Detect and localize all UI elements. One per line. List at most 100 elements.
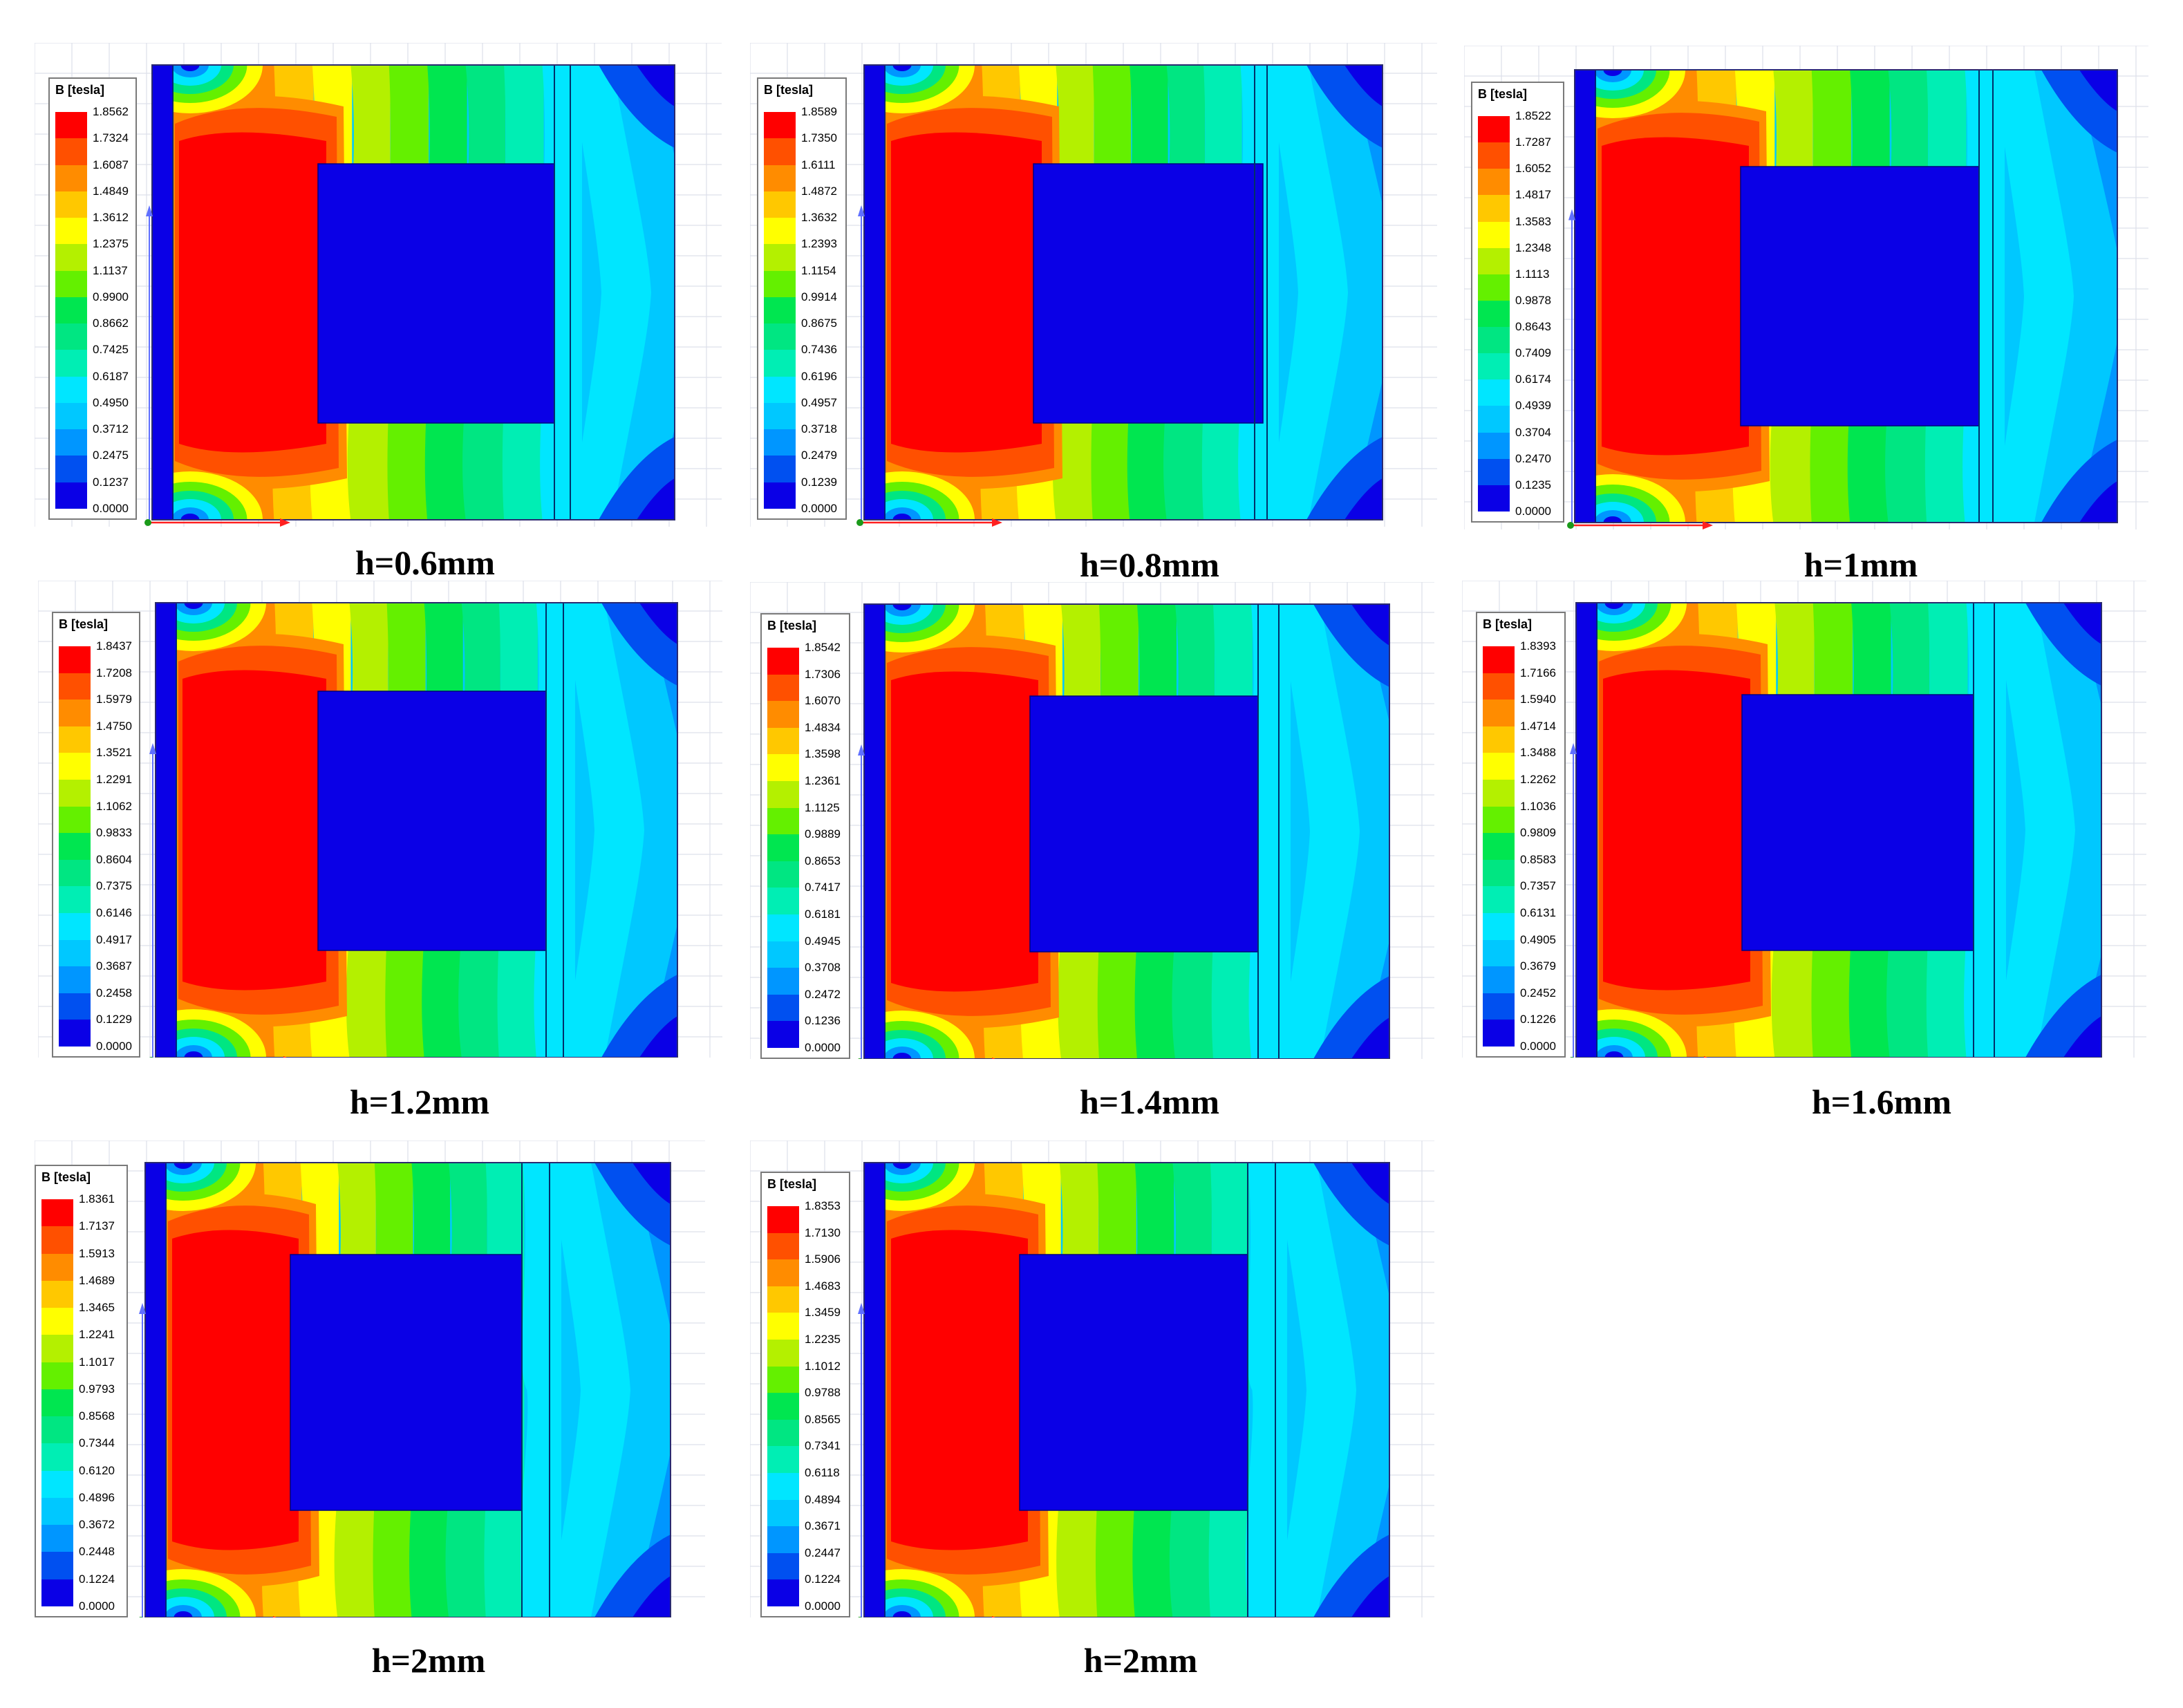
legend-value: 1.8361 [79,1192,115,1205]
legend-swatch [764,376,796,404]
legend-value: 1.6052 [1515,162,1551,176]
legend-swatch [767,861,799,888]
field-panel-4: B [tesla] 1.8437 1.7208 1.5979 1.4750 1.3521 1… [38,581,722,1058]
legend-swatch [1478,116,1510,143]
legend-swatch [59,913,91,941]
legend-swatch [767,1232,799,1260]
legend-value: 0.6131 [1520,906,1556,919]
legend-swatch [767,1259,799,1287]
legend-swatch [1478,485,1510,512]
legend-value: 0.2448 [79,1545,115,1559]
legend-swatch [59,673,91,700]
legend-value: 0.9809 [1520,826,1556,840]
legend-value: 1.7287 [1515,135,1551,149]
legend-swatch [1483,673,1515,700]
legend-swatch [41,1470,73,1499]
legend-value: 0.7357 [1520,879,1556,893]
legend-value: 0.0000 [1515,505,1551,518]
legend-value: 0.9914 [801,290,837,303]
legend-swatch [41,1308,73,1335]
legend-value: 0.7417 [805,881,841,894]
legend-value: 1.4689 [79,1273,115,1287]
legend-swatch [767,888,799,915]
legend-value: 0.0000 [805,1041,841,1054]
legend-title: B [tesla] [764,83,814,97]
legend-swatch [1483,966,1515,994]
legend-swatch [1483,993,1515,1020]
legend-swatch [41,1497,73,1526]
legend-swatch [1483,646,1515,674]
legend-swatch [767,1206,799,1234]
legend-swatch [764,456,796,483]
legend-swatch [1478,247,1510,275]
legend-value: 0.6118 [805,1466,840,1479]
legend-value: 1.4872 [801,184,837,198]
legend-value: 0.2452 [1520,986,1556,1000]
legend-value: 0.1226 [1520,1013,1556,1026]
legend-swatch [41,1443,73,1472]
legend-swatch [41,1552,73,1580]
legend-value: 1.4750 [96,719,132,733]
field-plot [35,1141,705,1617]
legend-value: 1.8522 [1515,109,1551,122]
legend-value: 1.2361 [805,774,841,787]
legend-title: B [tesla] [55,83,105,97]
color-legend: B [tesla] 1.8589 1.7350 1.6111 1.4872 1.3632 1… [757,77,847,520]
legend-value: 0.6196 [801,369,837,383]
legend-value: 1.8353 [805,1199,841,1212]
field-plot [750,43,1437,527]
legend-swatch [767,1340,799,1367]
legend-swatch [55,429,87,456]
legend-value: 0.9793 [79,1382,115,1396]
legend-value: 1.3632 [801,211,837,225]
legend-value: 0.7436 [801,343,837,357]
legend-value: 1.8589 [801,105,837,118]
legend-swatch [1483,939,1515,967]
legend-value: 1.4683 [805,1279,841,1293]
legend-value: 0.8604 [96,852,132,866]
legend-swatch [41,1416,73,1444]
color-legend: B [tesla] 1.8393 1.7166 1.5940 1.4714 1.3488 1… [1476,612,1566,1058]
legend-swatch [767,834,799,862]
legend-swatch [767,1473,799,1501]
color-legend: B [tesla] 1.8522 1.7287 1.6052 1.4817 1.3583 1… [1471,82,1564,523]
legend-value: 0.4894 [805,1492,841,1506]
legend-value: 1.4849 [93,184,129,198]
field-panel-7: B [tesla] 1.8361 1.7137 1.5913 1.4689 1.3465 1… [35,1141,705,1617]
field-panel-6: B [tesla] 1.8393 1.7166 1.5940 1.4714 1.3488 1… [1462,581,2146,1058]
legend-swatch [1478,406,1510,433]
legend-swatch [764,323,796,350]
legend-value: 1.8562 [93,105,129,118]
field-plot [750,1141,1434,1617]
legend-title: B [tesla] [767,619,817,632]
legend-swatch [764,482,796,509]
legend-value: 0.3679 [1520,959,1556,973]
legend-swatch [1478,327,1510,354]
legend-swatch [41,1525,73,1552]
legend-value: 1.8542 [805,641,841,654]
legend-value: 1.7306 [805,667,841,681]
legend-swatch [1483,833,1515,861]
legend-value: 1.3598 [805,747,841,761]
legend-value: 1.1154 [801,263,836,277]
legend-swatch [767,1446,799,1474]
legend-value: 0.3671 [805,1519,841,1533]
legend-value: 0.4939 [1515,399,1551,413]
legend-value: 0.8568 [79,1409,115,1423]
field-panel-3: B [tesla] 1.8522 1.7287 1.6052 1.4817 1.3583 1… [1464,46,2148,529]
legend-swatch [1478,353,1510,380]
legend-value: 0.3708 [805,961,841,975]
legend-swatch [767,754,799,782]
legend-value: 0.7409 [1515,346,1551,360]
legend-value: 0.7341 [805,1439,841,1453]
legend-swatch [767,674,799,702]
caption-1: h=0.6mm [355,543,496,582]
legend-value: 1.5979 [96,693,132,706]
legend-swatch [59,780,91,807]
legend-swatch [764,244,796,272]
legend-swatch [764,270,796,298]
legend-title: B [tesla] [767,1177,817,1191]
legend-value: 1.6070 [805,694,841,708]
legend-swatch [1483,700,1515,727]
legend-swatch [1483,1020,1515,1047]
